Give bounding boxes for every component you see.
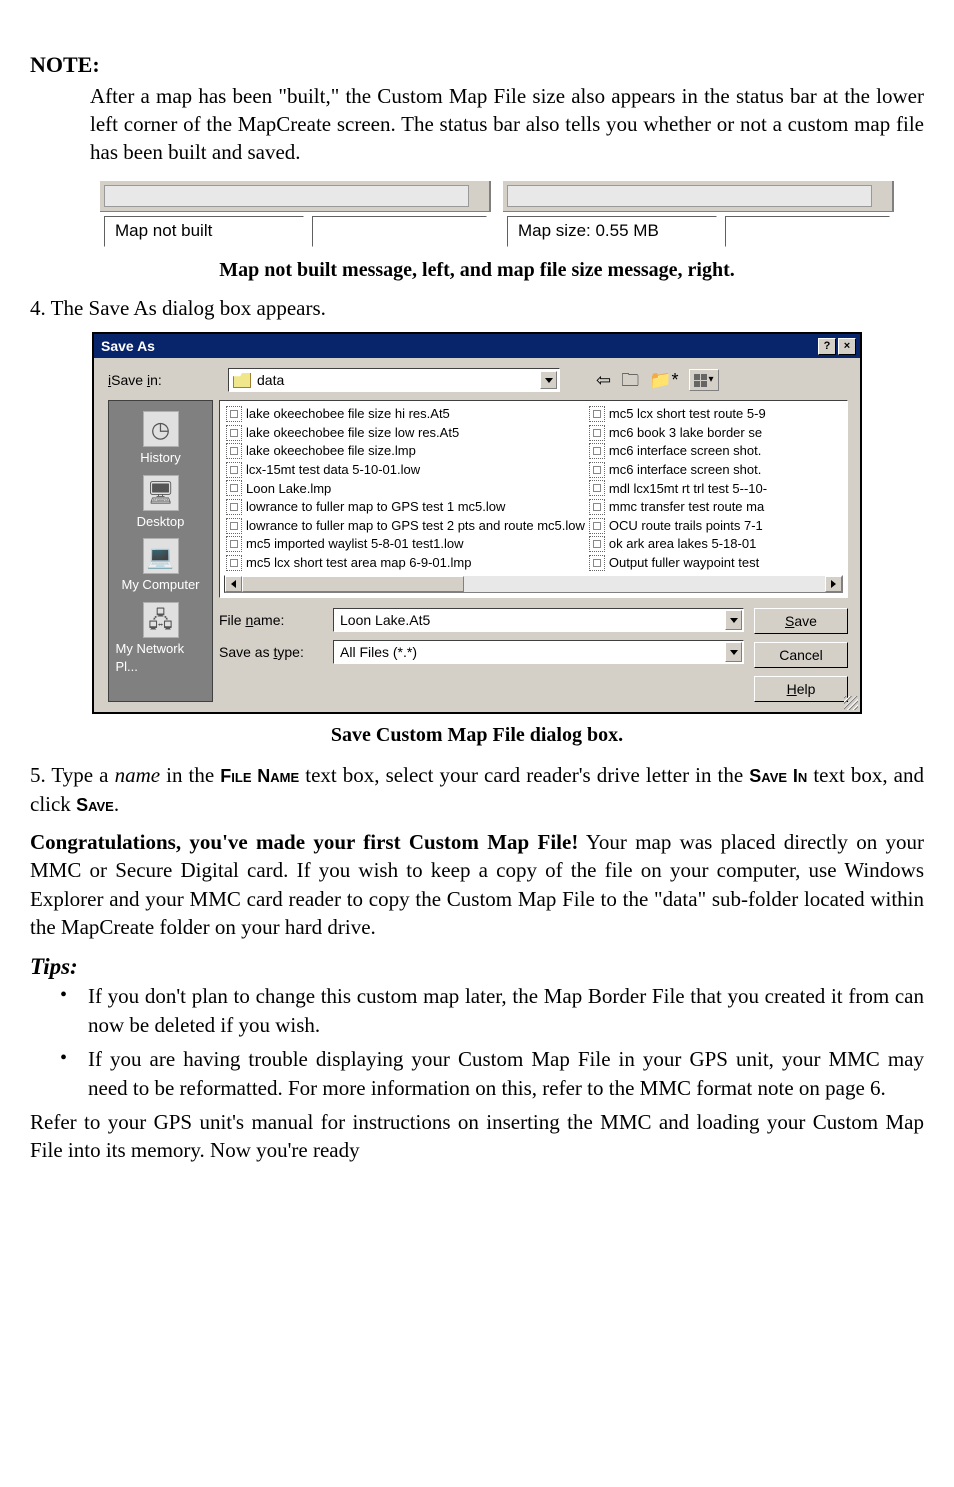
resize-grip-icon[interactable] [844, 696, 858, 710]
tip-item: If you don't plan to change this custom … [60, 982, 924, 1039]
save-in-value: data [257, 371, 284, 390]
file-icon [226, 499, 242, 515]
step-4-text: 4. The Save As dialog box appears. [30, 294, 924, 322]
figure-caption-1: Map not built message, left, and map fil… [30, 257, 924, 284]
horizontal-scrollbar[interactable] [224, 575, 843, 593]
file-icon [226, 480, 242, 496]
file-icon [226, 406, 242, 422]
file-icon [589, 480, 605, 496]
dialog-titlebar: Save As ? × [94, 334, 860, 358]
save-button[interactable]: Save [754, 608, 848, 634]
file-icon [226, 555, 242, 571]
filename-input[interactable]: Loon Lake.At5 [333, 608, 744, 632]
filename-label: File name: [219, 611, 323, 630]
file-item[interactable]: OCU route trails points 7-1 [587, 517, 848, 535]
status-map-not-built: Map not built [104, 216, 304, 247]
file-item[interactable]: lcx-15mt test data 5-10-01.low [224, 461, 587, 479]
dropdown-arrow-icon[interactable] [540, 371, 557, 389]
file-item[interactable]: ok ark area lakes 5-18-01 [587, 535, 848, 553]
note-label: NOTE: [30, 50, 924, 80]
file-icon [589, 425, 605, 441]
places-bar: ◷ History 🖥 Desktop 💻 My Computer 🖧 My N… [108, 400, 213, 702]
file-item[interactable]: lowrance to fuller map to GPS test 2 pts… [224, 517, 587, 535]
dropdown-arrow-icon[interactable] [725, 610, 742, 630]
file-item[interactable]: mmc transfer test route ma [587, 498, 848, 516]
file-item[interactable]: mc5 lcx short test route 5-9 [587, 405, 848, 423]
computer-icon: 💻 [143, 538, 179, 574]
file-icon [589, 499, 605, 515]
cancel-button[interactable]: Cancel [754, 642, 848, 668]
congratulations-paragraph: Congratulations, you've made your first … [30, 828, 924, 941]
scroll-left-icon[interactable] [225, 576, 242, 592]
status-bar-figure: Map not built Map size: 0.55 MB [100, 181, 894, 251]
desktop-icon: 🖥 [143, 475, 179, 511]
file-icon [226, 443, 242, 459]
tip-item: If you are having trouble displaying you… [60, 1045, 924, 1102]
file-item[interactable]: mc6 interface screen shot. [587, 461, 848, 479]
scroll-thumb[interactable] [242, 576, 464, 592]
final-paragraph: Refer to your GPS unit's manual for inst… [30, 1108, 924, 1165]
place-my-computer[interactable]: 💻 My Computer [116, 538, 206, 594]
network-icon: 🖧 [143, 602, 179, 638]
file-item[interactable]: lake okeechobee file size low res.At5 [224, 424, 587, 442]
up-folder-icon[interactable]: 🗀 [621, 368, 639, 392]
saveastype-label: Save as type: [219, 643, 323, 662]
file-item[interactable]: mc5 imported waylist 5-8-01 test1.low [224, 535, 587, 553]
file-icon [226, 425, 242, 441]
file-icon [589, 462, 605, 478]
file-item[interactable]: mc6 interface screen shot. [587, 442, 848, 460]
file-icon [226, 518, 242, 534]
scroll-right-icon[interactable] [825, 576, 842, 592]
file-item[interactable]: Output fuller waypoint test [587, 554, 848, 572]
close-titlebar-button[interactable]: × [838, 338, 856, 355]
help-button[interactable]: Help [754, 676, 848, 702]
step-5-text: 5. Type a name in the File Name text box… [30, 761, 924, 818]
file-item[interactable]: lake okeechobee file size.lmp [224, 442, 587, 460]
saveastype-input[interactable]: All Files (*.*) [333, 640, 744, 664]
back-icon[interactable]: ⇦ [596, 368, 611, 392]
place-history[interactable]: ◷ History [116, 411, 206, 467]
file-item[interactable]: lake okeechobee file size hi res.At5 [224, 405, 587, 423]
file-icon [589, 536, 605, 552]
dialog-title: Save As [98, 337, 816, 356]
tips-label: Tips: [30, 951, 924, 982]
place-desktop[interactable]: 🖥 Desktop [116, 475, 206, 531]
note-body: After a map has been "built," the Custom… [30, 82, 924, 167]
place-network[interactable]: 🖧 My Network Pl... [116, 602, 206, 675]
folder-icon [233, 372, 251, 388]
file-icon [226, 462, 242, 478]
save-in-label: iSave in: [108, 371, 212, 390]
new-folder-icon[interactable]: 📁* [649, 368, 678, 392]
file-icon [589, 518, 605, 534]
file-icon [589, 443, 605, 459]
file-item[interactable]: mc5 lcx short test area map 6-9-01.lmp [224, 554, 587, 572]
save-as-dialog: Save As ? × iSave in: data ⇦ 🗀 📁* ▾ [92, 332, 862, 714]
figure-caption-2: Save Custom Map File dialog box. [30, 722, 924, 749]
save-in-dropdown[interactable]: data [228, 368, 560, 392]
file-item[interactable]: mc6 book 3 lake border se [587, 424, 848, 442]
dropdown-arrow-icon[interactable] [725, 642, 742, 662]
status-map-size: Map size: 0.55 MB [507, 216, 717, 247]
tips-list: If you don't plan to change this custom … [30, 982, 924, 1101]
file-icon [589, 555, 605, 571]
file-icon [226, 536, 242, 552]
file-item[interactable]: mdl lcx15mt rt trl test 5--10- [587, 480, 848, 498]
file-list[interactable]: lake okeechobee file size hi res.At5 lak… [219, 400, 848, 598]
view-menu-button[interactable]: ▾ [689, 369, 719, 391]
file-icon [589, 406, 605, 422]
file-item[interactable]: lowrance to fuller map to GPS test 1 mc5… [224, 498, 587, 516]
history-icon: ◷ [143, 411, 179, 447]
help-titlebar-button[interactable]: ? [818, 338, 836, 355]
file-item[interactable]: Loon Lake.lmp [224, 480, 587, 498]
